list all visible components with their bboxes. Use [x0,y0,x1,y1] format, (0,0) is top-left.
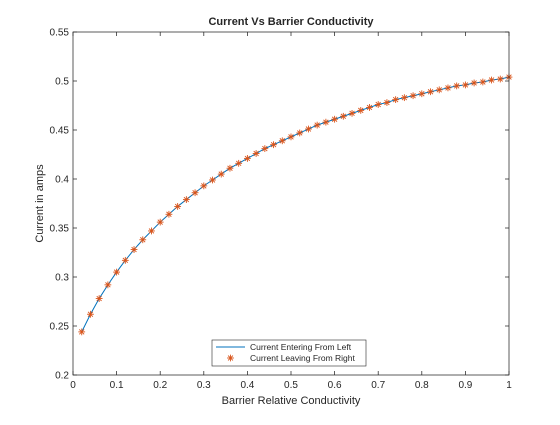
data-point-leaving-from-right [479,78,487,86]
data-point-leaving-from-right [331,115,338,123]
data-point-leaving-from-right [95,295,103,302]
data-point-leaving-from-right [339,112,347,120]
y-tick-label: 0.4 [55,175,69,186]
data-point-leaving-from-right [209,176,216,184]
x-tick-label: 1 [506,380,512,391]
data-point-leaving-from-right [156,218,164,226]
data-point-leaving-from-right [357,107,365,114]
data-point-leaving-from-right [496,75,504,83]
data-point-leaving-from-right [470,79,478,87]
data-point-leaving-from-right [392,96,400,104]
legend-entry-left: Current Entering From Left [250,342,352,352]
data-point-leaving-from-right [453,82,461,90]
data-point-leaving-from-right [296,129,304,137]
data-point-leaving-from-right [174,203,182,210]
y-axis-label: Current in amps [34,164,46,243]
data-point-leaving-from-right [261,145,269,153]
data-point-leaving-from-right [435,86,443,94]
x-tick-label: 0 [70,380,76,391]
data-point-leaving-from-right [217,170,225,178]
data-point-leaving-from-right [87,310,94,318]
data-point-leaving-from-right [191,189,199,197]
data-point-leaving-from-right [313,121,321,129]
data-point-leaving-from-right [348,109,356,117]
x-axis-label: Barrier Relative Conductivity [222,395,361,407]
data-point-leaving-from-right [427,88,434,96]
y-tick-label: 0.45 [50,126,70,137]
x-axis-ticks: 0 0.1 0.2 0.3 0.4 0.5 0.6 0.7 0.8 0.9 1 [70,32,512,391]
data-point-leaving-from-right [366,104,373,111]
y-tick-label: 0.35 [50,224,70,235]
legend-asterisk-marker [227,354,234,362]
x-tick-label: 0.2 [153,380,167,391]
axes-box [72,31,510,376]
data-point-leaving-from-right [244,155,251,162]
data-point-leaving-from-right [278,137,286,145]
data-point-leaving-from-right [226,164,234,172]
data-point-leaving-from-right [200,182,208,190]
x-tick-label: 0.4 [240,380,254,391]
data-point-leaving-from-right [270,141,277,149]
plot-area [73,32,509,375]
x-tick-label: 0.5 [284,380,298,391]
y-axis-ticks: 0.2 0.25 0.3 0.35 0.4 0.45 0.5 0.55 [50,28,509,382]
data-point-leaving-from-right [139,236,147,244]
legend-entry-right: Current Leaving From Right [250,353,356,363]
data-point-leaving-from-right [444,84,452,92]
data-point-leaving-from-right [113,268,120,276]
series-layer [78,73,513,336]
y-tick-label: 0.3 [55,273,69,284]
data-point-leaving-from-right [252,150,260,157]
y-tick-label: 0.55 [50,28,70,39]
data-point-leaving-from-right [148,227,155,235]
x-tick-label: 0.3 [197,380,211,391]
y-tick-label: 0.5 [55,77,69,88]
data-point-leaving-from-right [235,159,243,167]
y-tick-label: 0.2 [55,371,69,382]
data-point-leaving-from-right [400,94,408,102]
y-tick-label: 0.25 [50,322,70,333]
data-point-leaving-from-right [462,81,469,89]
legend-asterisk-icon [227,354,234,362]
data-point-leaving-from-right [383,99,391,106]
legend-box [211,339,367,367]
data-point-leaving-from-right [104,281,112,289]
data-point-leaving-from-right [418,90,426,98]
data-point-leaving-from-right [305,125,312,133]
data-point-leaving-from-right [130,246,138,253]
data-point-leaving-from-right [287,133,295,141]
legend: Current Entering From Left Current Leavi… [211,339,367,367]
data-point-leaving-from-right [488,76,495,84]
data-point-leaving-from-right [409,92,417,100]
data-point-leaving-from-right [78,328,86,336]
data-point-leaving-from-right [165,210,173,218]
data-point-leaving-from-right [374,101,382,108]
x-tick-label: 0.6 [328,380,342,391]
x-tick-label: 0.1 [110,380,124,391]
x-tick-label: 0.8 [415,380,429,391]
x-tick-label: 0.9 [458,380,472,391]
x-tick-label: 0.7 [371,380,385,391]
data-point-leaving-from-right [182,196,190,203]
data-point-leaving-from-right [322,118,330,126]
chart-title: Current Vs Barrier Conductivity [208,16,374,28]
data-point-leaving-from-right [121,256,129,264]
